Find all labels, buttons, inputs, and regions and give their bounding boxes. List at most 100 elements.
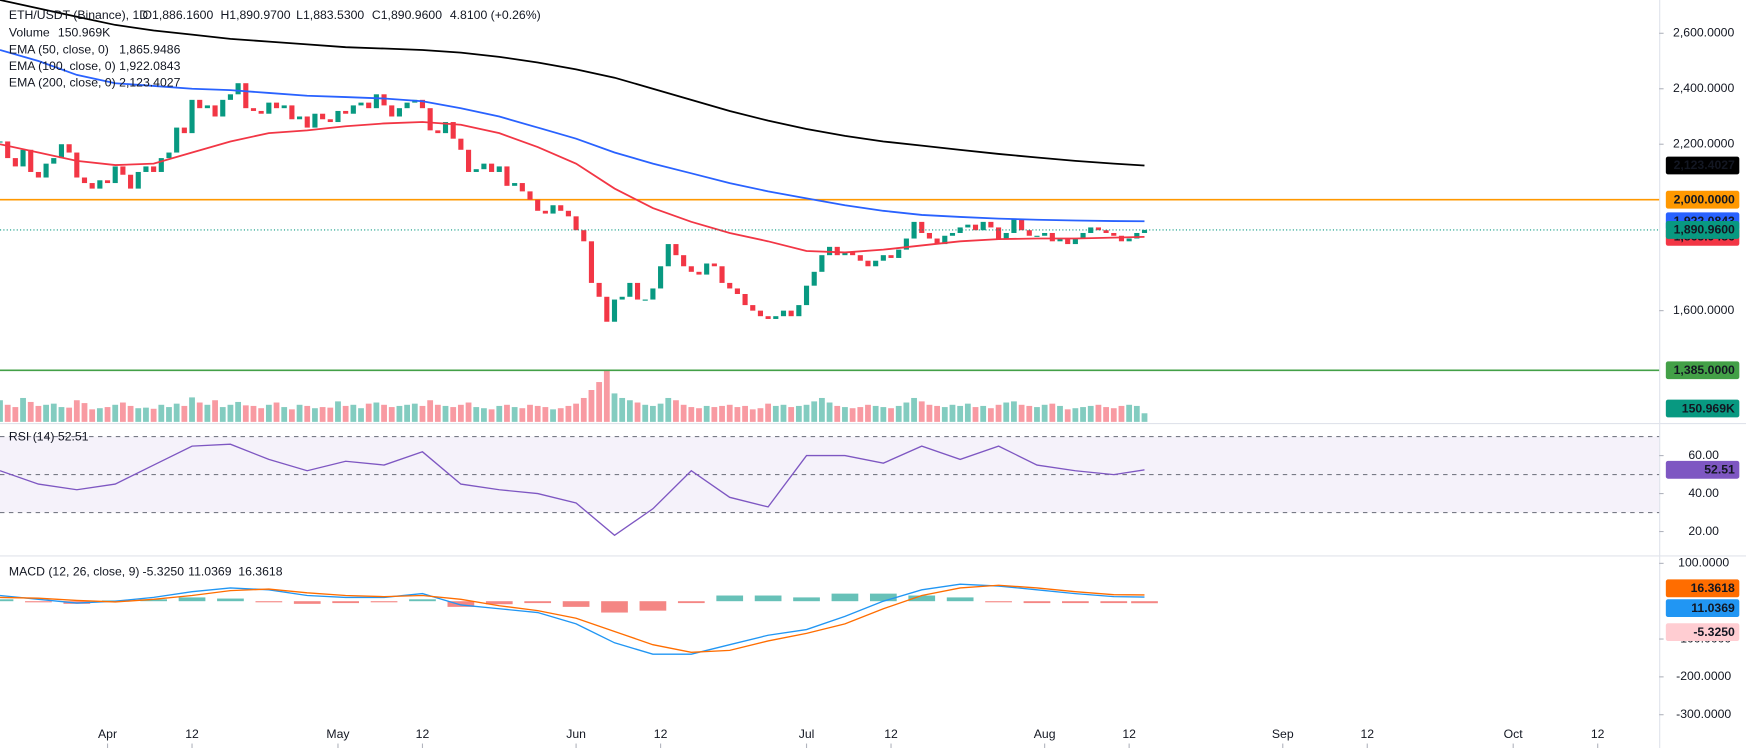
candle: [942, 235, 948, 245]
volume-bar: [650, 405, 656, 422]
volume-bar: [757, 408, 764, 422]
volume-bar: [872, 405, 879, 422]
ema-line: [0, 121, 1145, 254]
volume-bar: [565, 405, 572, 422]
volume-bar: [358, 408, 364, 422]
volume-bar: [288, 409, 295, 422]
candle: [727, 282, 733, 289]
candle: [819, 255, 825, 272]
candle: [389, 105, 395, 117]
rsi-value: 52.51: [58, 430, 89, 444]
signal-axis-label-bg: [1665, 579, 1740, 598]
volume-bar: [1003, 402, 1010, 422]
signal-value: 16.3618: [238, 564, 282, 578]
candle: [995, 227, 1002, 239]
volume-bar: [1049, 403, 1056, 422]
volume-bar: [772, 405, 779, 422]
candle: [658, 266, 664, 289]
volume-bar: [611, 393, 618, 422]
volume-bar: [1126, 404, 1133, 422]
volume-bar: [603, 370, 610, 422]
volume-bar: [550, 409, 556, 422]
macd-value: 11.0369: [188, 564, 232, 578]
volume-bar: [980, 405, 987, 422]
volume-bar: [327, 407, 334, 422]
candle: [788, 310, 794, 317]
volume-bar: [1072, 408, 1079, 422]
volume-bar: [365, 403, 372, 422]
level-price-label-bg: [1665, 361, 1740, 380]
macd-histogram-bar: [677, 601, 705, 604]
macd-histogram-bar: [255, 601, 283, 603]
volume-bar: [181, 405, 188, 422]
volume-bar: [673, 400, 679, 422]
last-price-label: 1,890.9600: [1674, 223, 1735, 237]
volume-bar: [957, 405, 964, 422]
candle: [642, 299, 648, 301]
candle: [273, 102, 280, 109]
volume-bar: [888, 408, 894, 422]
candle: [773, 316, 779, 319]
volume-bar: [219, 407, 226, 422]
volume-bar: [273, 402, 280, 422]
candle: [542, 210, 548, 214]
candle: [1065, 238, 1071, 245]
candle: [166, 152, 172, 159]
volume-bar: [104, 407, 111, 422]
volume-bar: [865, 404, 871, 422]
volume-bar: [534, 405, 541, 422]
volume-bar: [81, 403, 88, 422]
volume-bar: [342, 405, 349, 422]
candle: [235, 83, 241, 95]
candle: [427, 108, 433, 131]
y-tick-label: 20.00: [1688, 524, 1719, 538]
symbol: ETH/USDT (Binance), 1D: [9, 8, 148, 22]
candle: [135, 171, 141, 189]
candle: [765, 316, 771, 319]
candle: [435, 130, 441, 134]
volume-bar: [511, 407, 518, 422]
candle: [558, 205, 564, 211]
volume-bar: [749, 409, 756, 422]
volume-bar: [89, 409, 96, 422]
level-price-label: 2,000.0000: [1674, 192, 1735, 206]
candle: [796, 305, 802, 317]
candle: [611, 299, 618, 322]
candle: [197, 99, 203, 109]
y-tick-label: 40.00: [1688, 486, 1719, 500]
candle: [596, 282, 602, 297]
volume-bar: [857, 407, 864, 422]
candle: [266, 102, 272, 114]
macd-histogram-bar: [946, 597, 974, 602]
volume-bar: [35, 405, 42, 422]
volume-bar: [143, 407, 149, 422]
candle: [1072, 238, 1078, 245]
macd-histogram-bar: [1062, 601, 1089, 604]
candle: [604, 296, 610, 322]
candle: [949, 232, 956, 236]
candle: [419, 99, 426, 109]
volume-bar: [696, 408, 702, 422]
candle: [496, 166, 502, 172]
volume-bar: [265, 404, 272, 422]
volume-bar: [680, 404, 687, 422]
candle: [742, 294, 748, 306]
volume-bar: [150, 408, 157, 422]
volume-bar: [204, 404, 211, 422]
volume-bar: [450, 407, 457, 422]
volume-bar: [711, 407, 718, 422]
macd-histogram-bar: [447, 601, 475, 607]
volume-bar: [834, 405, 841, 422]
ema-name: EMA (50, close, 0): [9, 42, 109, 56]
volume-bar: [734, 407, 741, 422]
candle: [634, 282, 641, 300]
y-tick-label: 2,200.0000: [1673, 136, 1734, 150]
macd-histogram-bar: [869, 593, 897, 602]
macd-histogram-bar: [716, 595, 744, 602]
volume-bar: [842, 407, 848, 422]
ohlc-high: H1,890.9700: [220, 8, 290, 22]
ema-name: EMA (100, close, 0): [9, 59, 116, 73]
candle: [880, 255, 886, 261]
volume-bar: [481, 408, 487, 422]
